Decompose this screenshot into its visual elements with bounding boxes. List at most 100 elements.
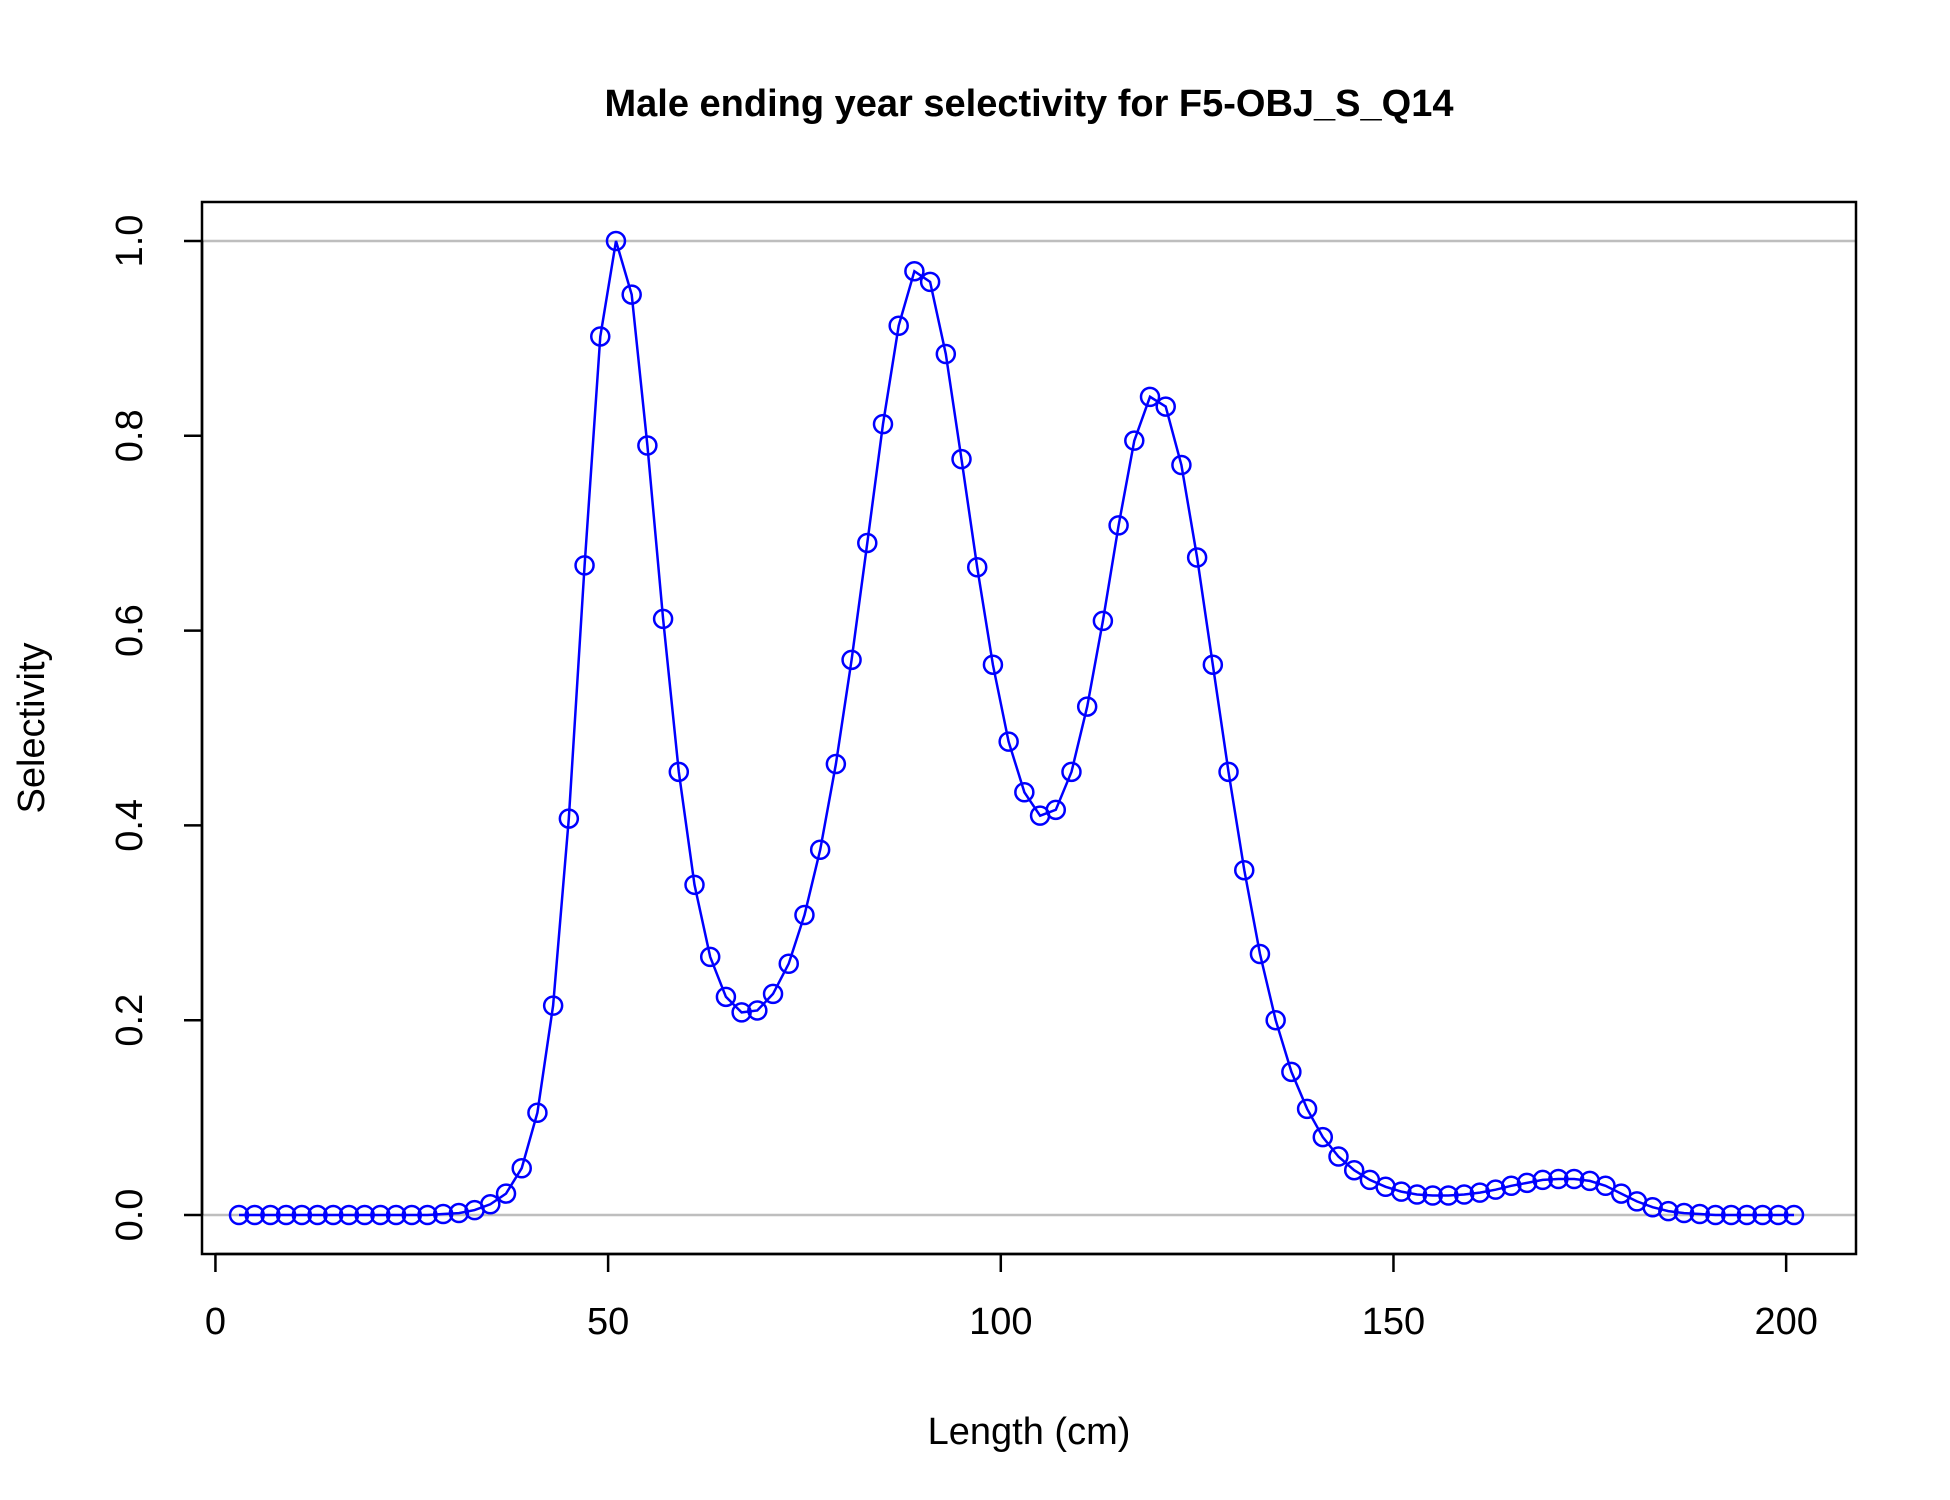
x-tick-label: 0	[205, 1301, 226, 1343]
series-line	[239, 240, 1794, 1217]
x-tick-label: 150	[1362, 1301, 1425, 1343]
data-point	[1705, 1204, 1726, 1226]
data-point	[1281, 1061, 1302, 1083]
data-point	[244, 1204, 265, 1226]
data-point	[919, 271, 941, 293]
data-point	[1092, 610, 1114, 632]
data-point	[275, 1204, 297, 1226]
data-point	[637, 435, 658, 456]
x-tick-label: 100	[969, 1301, 1032, 1343]
data-point	[1202, 654, 1224, 675]
chart-title: Male ending year selectivity for F5-OBJ_…	[604, 83, 1453, 125]
data-point	[605, 230, 627, 252]
data-point	[794, 904, 815, 926]
data-point	[699, 946, 721, 968]
data-point	[291, 1204, 313, 1226]
data-point	[762, 983, 784, 1005]
data-point	[1265, 1009, 1286, 1031]
data-point	[1438, 1185, 1459, 1206]
data-point	[1155, 396, 1176, 417]
data-point	[1234, 859, 1255, 881]
x-tick-label: 200	[1754, 1301, 1817, 1343]
data-point	[904, 260, 925, 282]
data-point	[1516, 1172, 1538, 1194]
y-axis-label: Selectivity	[11, 642, 53, 813]
data-point	[621, 284, 642, 305]
data-point	[338, 1204, 360, 1226]
data-point	[841, 649, 862, 671]
data-point	[1171, 454, 1192, 476]
x-tick-label: 50	[587, 1301, 629, 1343]
data-point	[1548, 1168, 1569, 1190]
data-point	[998, 731, 1019, 752]
data-point	[307, 1204, 328, 1226]
data-point	[951, 448, 972, 470]
data-point	[1186, 547, 1208, 568]
data-point	[1076, 696, 1098, 717]
x-axis: 0 50 100 150 200	[205, 1252, 1818, 1343]
data-point	[590, 326, 611, 347]
data-point	[778, 953, 799, 974]
data-point	[1563, 1168, 1585, 1190]
data-point	[574, 555, 595, 576]
x-axis-label: Length (cm)	[928, 1411, 1131, 1453]
data-point	[1610, 1183, 1632, 1204]
data-point	[825, 753, 847, 775]
data-point	[1642, 1196, 1663, 1218]
data-point	[888, 315, 909, 336]
data-point	[731, 1002, 752, 1023]
data-point	[1328, 1146, 1349, 1167]
data-point	[1014, 782, 1035, 803]
data-point	[1406, 1184, 1428, 1205]
data-point	[417, 1204, 438, 1226]
y-tick-label: 0.2	[109, 994, 151, 1047]
y-tick-label: 1.0	[109, 215, 151, 268]
data-point	[1752, 1204, 1773, 1226]
data-point	[1658, 1200, 1679, 1222]
data-point	[527, 1102, 548, 1123]
data-point	[1343, 1159, 1365, 1181]
data-point	[872, 413, 894, 435]
data-point	[1218, 761, 1239, 783]
data-point	[1312, 1126, 1334, 1148]
data-point	[1595, 1175, 1616, 1197]
data-point	[1485, 1179, 1506, 1200]
data-point	[432, 1203, 454, 1225]
data-point	[935, 343, 957, 365]
data-point	[1720, 1204, 1742, 1226]
data-point	[1453, 1184, 1475, 1205]
data-point	[1768, 1204, 1789, 1226]
data-point	[558, 808, 580, 829]
data-point	[684, 874, 705, 896]
data-point	[982, 654, 1004, 675]
data-point	[495, 1183, 517, 1204]
data-point	[401, 1204, 423, 1226]
data-point	[857, 532, 878, 554]
data-point	[1422, 1185, 1443, 1206]
data-point	[1673, 1202, 1695, 1224]
data-point	[1061, 761, 1082, 783]
data-point	[715, 986, 737, 1008]
data-point	[966, 557, 988, 578]
data-point	[1296, 1098, 1318, 1120]
data-point	[1783, 1204, 1805, 1226]
data-point	[511, 1157, 532, 1179]
data-point	[1391, 1181, 1412, 1202]
data-point	[1532, 1169, 1553, 1191]
data-point	[1689, 1203, 1711, 1225]
plot-frame	[200, 200, 1858, 1256]
reference-lines	[202, 239, 1856, 1217]
data-point	[385, 1204, 407, 1226]
data-point	[652, 608, 674, 630]
y-tick-label: 0.0	[109, 1189, 151, 1242]
series-layer	[228, 230, 1805, 1226]
data-point	[809, 839, 831, 860]
data-point	[260, 1204, 281, 1226]
data-point	[1045, 799, 1067, 821]
data-point	[370, 1204, 391, 1226]
data-point	[480, 1194, 501, 1215]
data-point	[747, 1000, 768, 1021]
data-point	[448, 1202, 470, 1224]
data-point	[668, 761, 690, 783]
y-tick-label: 0.6	[109, 604, 151, 657]
